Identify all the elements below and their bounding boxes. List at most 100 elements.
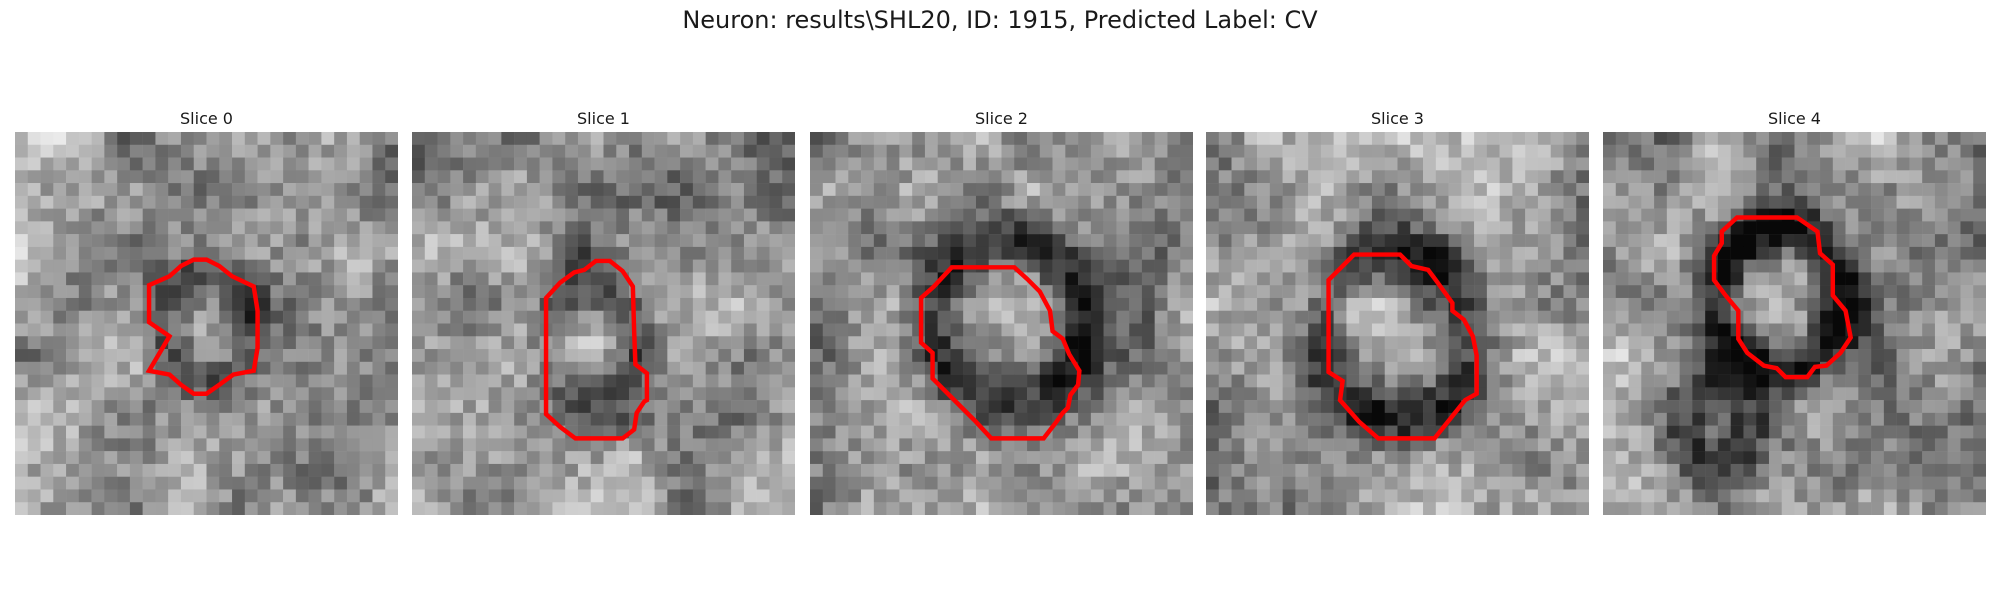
pixel xyxy=(1934,349,1948,363)
pixel xyxy=(1922,310,1936,324)
pixel xyxy=(1257,400,1271,414)
pixel xyxy=(1679,132,1693,146)
pixel xyxy=(616,400,630,414)
pixel xyxy=(731,297,745,311)
pixel xyxy=(526,234,540,248)
pixel xyxy=(886,336,900,350)
pixel xyxy=(424,349,438,363)
pixel xyxy=(743,489,757,503)
pixel xyxy=(1896,489,1910,503)
pixel xyxy=(1628,234,1642,248)
pixel xyxy=(104,144,118,158)
pixel xyxy=(886,425,900,439)
pixel xyxy=(1947,195,1961,209)
pixel xyxy=(1883,297,1897,311)
pixel xyxy=(705,400,719,414)
pixel xyxy=(1537,259,1551,273)
pixel xyxy=(244,132,258,146)
pixel xyxy=(1820,387,1834,401)
pixel xyxy=(257,476,271,490)
pixel xyxy=(1486,323,1500,337)
pixel xyxy=(1871,463,1885,477)
pixel xyxy=(450,476,464,490)
pixel xyxy=(334,246,348,260)
pixel xyxy=(1550,387,1564,401)
pixel xyxy=(705,361,719,375)
pixel xyxy=(1295,183,1309,197)
pixel xyxy=(412,272,426,286)
pixel xyxy=(1014,489,1028,503)
pixel xyxy=(437,157,451,171)
pixel xyxy=(1116,451,1130,465)
pixel xyxy=(1474,157,1488,171)
pixel xyxy=(1435,183,1449,197)
pixel xyxy=(603,400,617,414)
pixel xyxy=(667,234,681,248)
pixel xyxy=(1934,144,1948,158)
pixel xyxy=(437,425,451,439)
pixel xyxy=(1743,297,1757,311)
pixel xyxy=(1129,463,1143,477)
pixel xyxy=(1410,221,1424,235)
pixel xyxy=(1896,400,1910,414)
pixel xyxy=(1525,272,1539,286)
pixel xyxy=(1628,412,1642,426)
pixel xyxy=(1206,144,1220,158)
pixel xyxy=(463,208,477,222)
pixel xyxy=(782,259,795,273)
pixel xyxy=(219,183,233,197)
pixel xyxy=(1679,170,1693,184)
pixel xyxy=(501,349,515,363)
pixel xyxy=(1244,374,1258,388)
pixel xyxy=(756,336,770,350)
pixel xyxy=(1730,374,1744,388)
pixel xyxy=(514,425,528,439)
slice-image-2 xyxy=(810,132,1193,515)
pixel xyxy=(1563,463,1577,477)
pixel xyxy=(1512,387,1526,401)
pixel xyxy=(1257,361,1271,375)
pixel xyxy=(1435,246,1449,260)
pixel xyxy=(78,144,92,158)
pixel xyxy=(385,272,398,286)
pixel xyxy=(1973,246,1986,260)
pixel xyxy=(1666,310,1680,324)
pixel xyxy=(283,361,297,375)
pixel xyxy=(1244,438,1258,452)
pixel xyxy=(244,208,258,222)
pixel xyxy=(822,438,836,452)
pixel xyxy=(1563,476,1577,490)
pixel xyxy=(680,285,694,299)
pixel xyxy=(168,489,182,503)
pixel xyxy=(565,234,579,248)
pixel xyxy=(899,272,913,286)
pixel xyxy=(1896,502,1910,515)
pixel xyxy=(193,451,207,465)
pixel xyxy=(705,463,719,477)
pixel xyxy=(346,234,360,248)
pixel xyxy=(437,323,451,337)
pixel xyxy=(1858,361,1872,375)
pixel xyxy=(1359,208,1373,222)
pixel xyxy=(1756,310,1770,324)
pixel xyxy=(1756,246,1770,260)
pixel xyxy=(1346,183,1360,197)
pixel xyxy=(899,438,913,452)
pixel xyxy=(117,489,131,503)
pixel xyxy=(232,259,246,273)
pixel xyxy=(385,157,398,171)
pixel xyxy=(1154,361,1168,375)
pixel xyxy=(848,489,862,503)
pixel xyxy=(692,476,706,490)
pixel xyxy=(1435,361,1449,375)
pixel xyxy=(1090,144,1104,158)
pixel xyxy=(577,285,591,299)
pixel xyxy=(117,349,131,363)
pixel xyxy=(1563,170,1577,184)
pixel xyxy=(1845,195,1859,209)
pixel xyxy=(1461,208,1475,222)
pixel xyxy=(590,234,604,248)
pixel xyxy=(1218,259,1232,273)
pixel xyxy=(232,374,246,388)
pixel xyxy=(835,144,849,158)
